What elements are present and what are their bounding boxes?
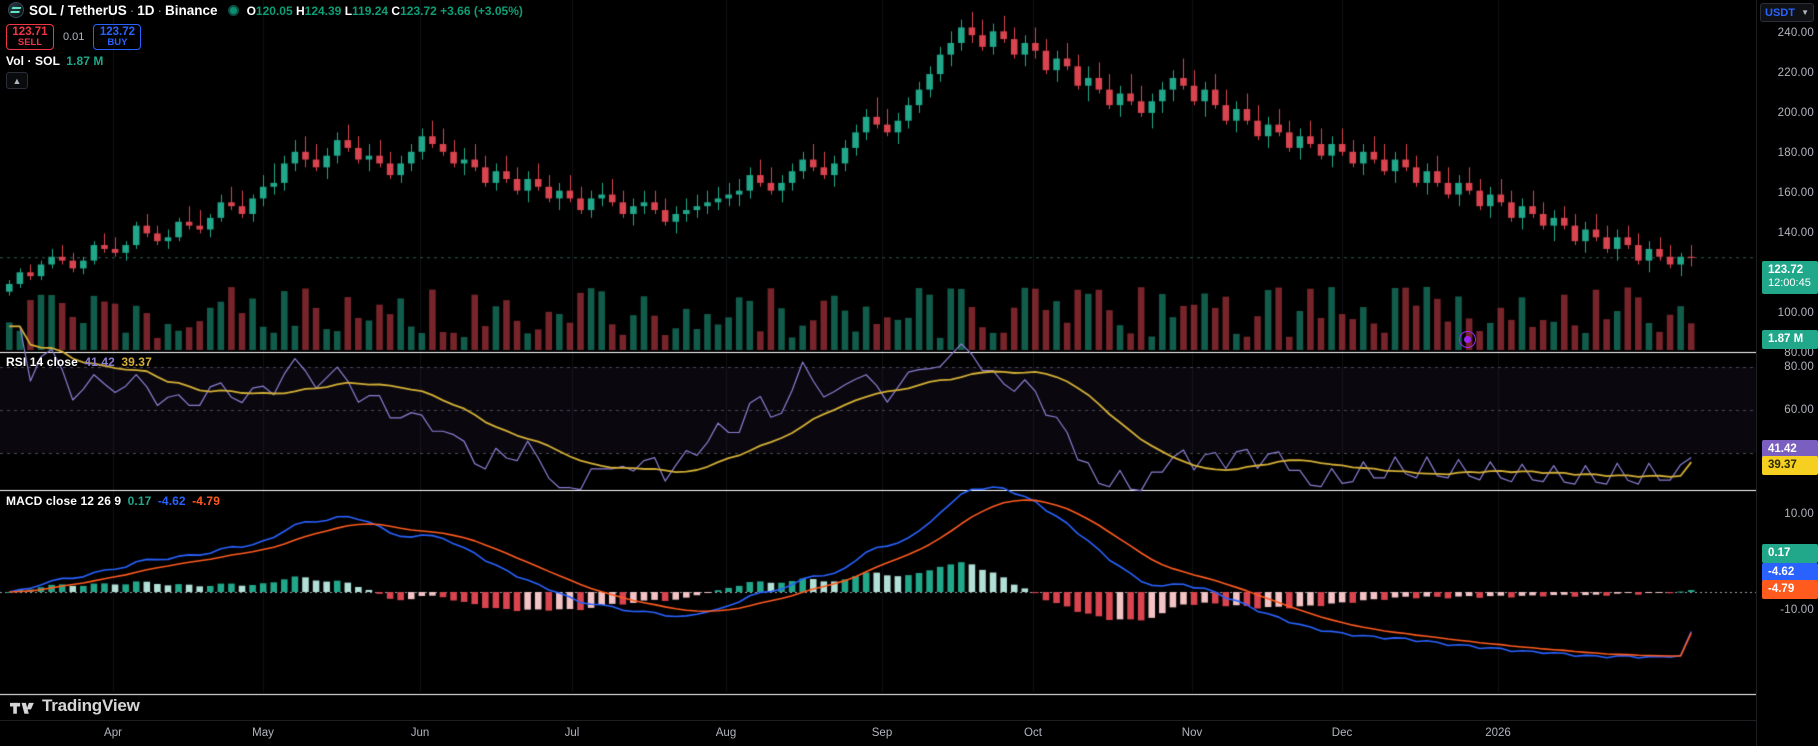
price-tick-label: 220.00: [1777, 67, 1814, 79]
macd-legend-label: MACD close 12 26 9: [6, 494, 122, 508]
macd-signal-badge-value: -4.79: [1768, 583, 1795, 595]
current-price-badge-time: 12:00:45: [1768, 277, 1811, 290]
price-tick-label: 140.00: [1777, 227, 1814, 239]
ohlc-values: O120.05 H124.39 L119.24 C123.72 +3.66 (+…: [247, 4, 523, 18]
trade-buttons: 123.71 SELL 0.01 123.72 BUY: [6, 24, 142, 50]
price-tick-label: 200.00: [1777, 107, 1814, 119]
time-tick-label: Sep: [871, 727, 893, 739]
sell-price: 123.71: [12, 25, 48, 38]
ohlc-change: +3.66 (+3.05%): [440, 4, 523, 18]
volume-badge: 1.87 M: [1762, 330, 1818, 350]
ohlc-high-value: 124.39: [304, 4, 342, 18]
current-price-badge: 123.72 12:00:45: [1762, 261, 1818, 295]
ohlc-high-key: H: [295, 4, 305, 18]
ohlc-close-value: 123.72: [400, 4, 437, 18]
current-price-badge-value: 123.72: [1768, 264, 1804, 276]
price-tick-label: 180.00: [1777, 147, 1814, 159]
buy-label: BUY: [107, 37, 128, 49]
macd-line-badge-value: -4.62: [1768, 566, 1795, 578]
ohlc-close-key: C: [391, 4, 401, 18]
volume-legend-value: 1.87 M: [66, 54, 104, 68]
chevron-up-icon[interactable]: ▲: [6, 72, 28, 89]
time-tick-label: May: [252, 727, 274, 739]
volume-legend[interactable]: Vol · SOL 1.87 M: [6, 54, 104, 68]
interval-label[interactable]: 1D: [137, 3, 155, 18]
spread-value: 0.01: [63, 31, 85, 43]
macd-signal-badge: -4.79: [1762, 580, 1818, 600]
sell-button[interactable]: 123.71 SELL: [6, 24, 54, 50]
ohlc-low-value: 119.24: [352, 4, 389, 18]
macd-tick-label: -10.00: [1780, 604, 1814, 616]
macd-hist-badge: 0.17: [1762, 544, 1818, 564]
macd-legend-value-3: -4.79: [192, 494, 220, 508]
price-tick-label: 240.00: [1777, 27, 1814, 39]
sell-label: SELL: [17, 37, 43, 49]
sol-coin-icon: [8, 2, 24, 18]
ohlc-low-key: L: [344, 4, 353, 18]
time-tick-label: Jul: [564, 727, 580, 739]
time-tick-label: Oct: [1024, 727, 1042, 739]
ohlc-open-value: 120.05: [255, 4, 293, 18]
volume-legend-label: Vol · SOL: [6, 54, 60, 68]
tradingview-logo-text: TradingView: [42, 696, 140, 715]
time-tick-label: Jun: [410, 727, 430, 739]
time-tick-label: Apr: [104, 727, 122, 739]
macd-legend[interactable]: MACD close 12 26 9 0.17 -4.62 -4.79: [6, 494, 220, 508]
currency-select[interactable]: USDT ▼: [1760, 3, 1814, 22]
currency-label: USDT: [1765, 6, 1795, 19]
tradingview-logo[interactable]: TradingView: [10, 696, 140, 716]
macd-line-badge: -4.62: [1762, 563, 1818, 583]
rsi-legend-label: RSI 14 close: [6, 355, 78, 369]
ohlc-open-key: O: [246, 4, 256, 18]
rsi-ma-badge-value: 39.37: [1768, 459, 1797, 471]
exchange-label[interactable]: Binance: [165, 3, 218, 18]
time-tick-label: 2026: [1485, 727, 1511, 739]
price-axis[interactable]: USDT ▼ 240.00 220.00 200.00 180.00 160.00 140…: [1756, 0, 1818, 746]
tradingview-logo-icon: [10, 702, 34, 714]
macd-legend-value-1: 0.17: [127, 494, 152, 508]
time-tick-label: Nov: [1181, 727, 1203, 739]
symbol-title[interactable]: SOL / TetherUS: [29, 3, 127, 18]
time-tick-label: Aug: [715, 727, 737, 739]
last-price-marker-icon: [1459, 331, 1476, 348]
buy-price: 123.72: [99, 25, 136, 38]
rsi-value-badge: 41.42: [1762, 440, 1818, 460]
price-tick-label: 100.00: [1777, 307, 1814, 319]
rsi-tick-label: 60.00: [1784, 404, 1814, 416]
header-separator-2: ·: [157, 3, 163, 18]
rsi-legend-value-1: 41.42: [84, 355, 115, 369]
rsi-legend[interactable]: RSI 14 close 41.42 39.37: [6, 355, 152, 369]
market-open-dot-icon: [227, 5, 239, 16]
time-tick-label: Dec: [1331, 727, 1353, 739]
price-tick-label: 160.00: [1777, 187, 1814, 199]
header-separator-1: ·: [129, 3, 135, 18]
macd-hist-badge-value: 0.17: [1768, 547, 1791, 559]
buy-button[interactable]: 123.72 BUY: [93, 24, 142, 50]
rsi-legend-value-2: 39.37: [121, 355, 152, 369]
volume-badge-value: 1.87 M: [1768, 333, 1804, 345]
chart-header: SOL / TetherUS · 1D · Binance O120.05 H124.39…: [8, 2, 523, 18]
chevron-down-icon: ▼: [1801, 8, 1809, 17]
macd-tick-label: 10.00: [1784, 508, 1814, 520]
rsi-value-badge-value: 41.42: [1768, 443, 1797, 455]
macd-legend-value-2: -4.62: [157, 494, 186, 508]
rsi-ma-badge: 39.37: [1762, 456, 1818, 476]
rsi-tick-label: 80.00: [1784, 361, 1814, 373]
price-tick-label: 80.00: [1784, 347, 1814, 359]
